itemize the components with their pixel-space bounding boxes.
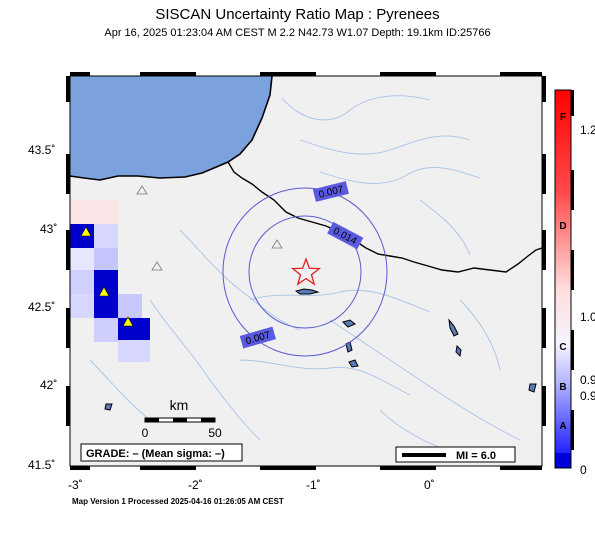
- rivers: [89, 95, 521, 456]
- mi-text: MI = 6.0: [456, 450, 496, 462]
- scale-bar: km 0 50: [142, 397, 222, 440]
- station-triangle: [136, 185, 148, 195]
- lat-tick-label: 43.5˚: [28, 143, 55, 157]
- scale-bar-start: 0: [142, 426, 149, 440]
- reservoirs: [104, 288, 537, 411]
- sea-area: [70, 76, 272, 180]
- colorbar-value: 1.2: [580, 123, 595, 137]
- station-triangle: [151, 261, 163, 271]
- colorbar-letter: B: [559, 382, 566, 393]
- lat-tick-label: 43˚: [40, 222, 57, 236]
- station-triangle: [271, 239, 283, 249]
- epicenter-star: [290, 257, 322, 286]
- map-subtitle: Apr 16, 2025 01:23:04 AM CEST M 2.2 N42.…: [104, 27, 491, 39]
- country-border: [227, 161, 542, 273]
- uncertainty-grid: [70, 200, 150, 362]
- color-bar: F D C B A 1.2 1.0 0.9 0.9 0: [554, 89, 595, 477]
- colorbar-value: 0.9: [580, 389, 595, 403]
- station-triangle: [122, 316, 134, 327]
- scale-bar-end: 50: [208, 426, 222, 440]
- lat-tick-label: 41.5˚: [28, 458, 55, 472]
- station-triangle: [98, 286, 110, 297]
- processing-footer: Map Version 1 Processed 2025-04-16 01:26…: [72, 497, 284, 506]
- colorbar-letter: F: [560, 112, 566, 123]
- colorbar-letter: D: [559, 221, 566, 232]
- colorbar-value: 1.0: [580, 310, 595, 324]
- stations: [80, 185, 283, 327]
- grade-box: GRADE: – (Mean sigma: –): [80, 443, 243, 462]
- scale-bar-title: km: [170, 397, 189, 413]
- map-border-ticks: [66, 72, 546, 470]
- mi-box: MI = 6.0: [395, 446, 516, 463]
- station-triangle: [80, 226, 92, 237]
- colorbar-letter: C: [559, 342, 566, 353]
- colorbar-value: 0.9: [580, 373, 595, 387]
- colorbar-letter: A: [559, 421, 566, 432]
- lon-tick-label: -3˚: [68, 478, 83, 492]
- uncertainty-contours: [222, 187, 388, 357]
- lon-tick-label: 0˚: [424, 478, 435, 492]
- lon-tick-label: -2˚: [188, 478, 203, 492]
- lat-tick-label: 42˚: [40, 378, 57, 392]
- lat-tick-label: 42.5˚: [28, 300, 55, 314]
- map-title: SISCAN Uncertainty Ratio Map : Pyrenees: [155, 6, 440, 23]
- lon-tick-label: -1˚: [306, 478, 321, 492]
- colorbar-value: 0: [580, 463, 587, 477]
- grade-text: GRADE: – (Mean sigma: –): [86, 448, 225, 460]
- coastline: [70, 76, 273, 181]
